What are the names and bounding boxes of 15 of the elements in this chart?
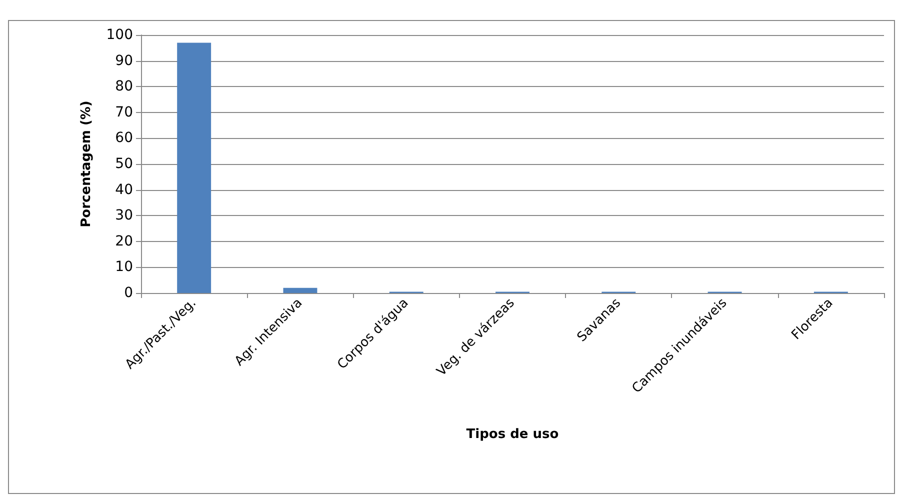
x-axis-title: Tipos de uso [466,427,559,442]
y-tick-label: 60 [115,130,133,146]
y-tick-label: 30 [115,208,133,224]
y-tick-label: 40 [115,182,133,198]
y-tick-label: 100 [106,27,133,43]
y-tick-label: 80 [115,78,133,95]
y-tick-label: 0 [124,285,133,301]
y-tick-label: 10 [115,259,133,276]
y-tick-label: 20 [115,233,133,250]
bar [177,42,212,293]
y-tick-label: 90 [115,52,133,69]
y-tick-label: 50 [115,156,133,172]
y-axis-title: Porcentagem (%) [79,100,94,228]
bar [283,288,318,293]
y-tick-label: 70 [115,104,133,120]
